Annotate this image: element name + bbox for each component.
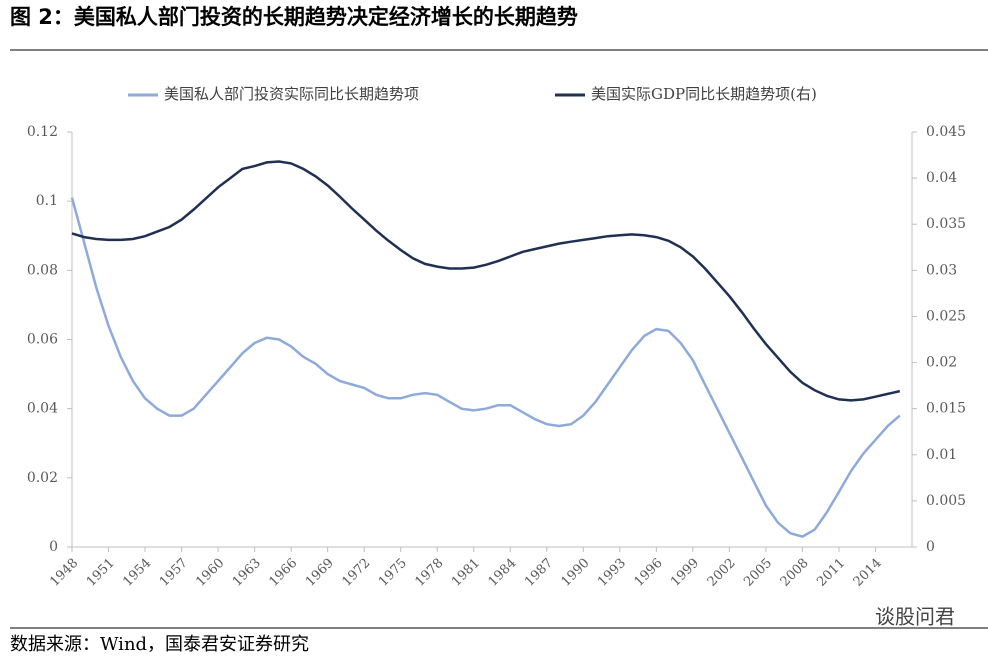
y2-tick-label: 0.045 (926, 124, 966, 140)
y2-tick-label: 0.015 (926, 401, 966, 417)
x-tick-label: 1969 (303, 556, 337, 590)
y2-tick-label: 0.04 (926, 170, 957, 186)
y2-tick-label: 0.02 (926, 355, 957, 371)
y-tick-label: 0.1 (36, 193, 58, 209)
x-tick-label: 1960 (193, 556, 227, 590)
y-tick-label: 0.02 (27, 470, 58, 486)
x-tick-label: 1993 (595, 556, 629, 590)
legend-label: 美国私人部门投资实际同比长期趋势项 (164, 85, 419, 103)
series-line (71, 160, 901, 402)
y2-tick-label: 0.005 (926, 493, 966, 509)
x-tick-label: 1984 (486, 556, 520, 590)
x-tick-label: 1999 (668, 556, 702, 590)
x-tick-label: 2008 (778, 556, 812, 590)
x-tick-label: 1966 (266, 556, 300, 590)
y2-tick-label: 0.03 (926, 262, 957, 278)
y-tick-label: 0.04 (27, 401, 58, 417)
x-tick-label: 1981 (449, 556, 483, 590)
legend-label: 美国实际GDP同比长期趋势项(右) (591, 85, 817, 103)
x-tick-label: 1987 (522, 556, 556, 590)
y-tick-label: 0.08 (27, 262, 58, 278)
y2-tick-label: 0.035 (926, 216, 966, 232)
x-tick-label: 1948 (47, 556, 81, 590)
x-tick-label: 1978 (413, 556, 447, 590)
x-tick-label: 2014 (851, 556, 885, 590)
source: 数据来源：Wind，国泰君安证券研究 (10, 634, 309, 655)
x-tick-label: 1957 (157, 556, 191, 590)
x-tick-label: 1963 (230, 556, 264, 590)
y-tick-label: 0 (49, 539, 58, 555)
series-line (70, 197, 901, 538)
x-tick-label: 1996 (632, 556, 666, 590)
y2-tick-label: 0.025 (926, 308, 966, 324)
chart-title: 图 2：美国私人部门投资的长期趋势决定经济增长的长期趋势 (10, 5, 578, 29)
y2-tick-label: 0 (926, 539, 935, 555)
x-tick-label: 1975 (376, 556, 410, 590)
x-tick-label: 2011 (814, 556, 848, 590)
watermark: 谈股问君 (875, 605, 955, 629)
y-tick-label: 0.06 (27, 332, 58, 348)
x-tick-label: 1951 (84, 556, 118, 590)
x-tick-label: 1972 (339, 556, 373, 590)
x-tick-label: 1954 (120, 556, 154, 590)
x-tick-label: 2005 (741, 556, 775, 590)
y2-tick-label: 0.01 (926, 447, 957, 463)
x-tick-label: 1990 (559, 556, 593, 590)
x-tick-label: 2002 (705, 556, 739, 590)
y-tick-label: 0.12 (27, 124, 58, 140)
